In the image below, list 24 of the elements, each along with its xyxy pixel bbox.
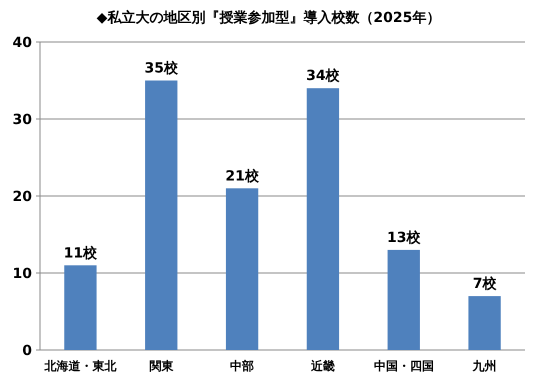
data-label: 35校 — [144, 60, 179, 76]
bar — [64, 265, 97, 350]
bar — [145, 80, 178, 350]
x-tick-label: 近畿 — [310, 359, 335, 373]
bar — [306, 88, 340, 350]
y-tick-label: 30 — [12, 112, 32, 128]
y-tick-label: 20 — [12, 189, 32, 205]
data-label: 21校 — [225, 168, 260, 184]
data-label: 13校 — [387, 230, 422, 246]
y-tick-label: 0 — [22, 343, 32, 359]
data-label: 11校 — [64, 245, 98, 262]
x-tick-label: 九州 — [472, 359, 497, 373]
data-label: 34校 — [306, 68, 341, 84]
data-label: 7校 — [472, 276, 498, 292]
x-tick-label: 中部 — [230, 359, 254, 373]
x-tick-label: 関東 — [149, 359, 174, 373]
x-tick-label: 中国・四国 — [374, 359, 434, 373]
y-tick-label: 10 — [12, 266, 32, 282]
chart-title: ◆私立大の地区別『授業参加型』導入校数（2025年） — [96, 9, 440, 26]
y-tick-label: 40 — [12, 35, 32, 51]
x-tick-label: 北海道・東北 — [43, 359, 118, 373]
bar — [388, 250, 420, 350]
bar — [226, 188, 258, 350]
bar — [468, 296, 501, 350]
